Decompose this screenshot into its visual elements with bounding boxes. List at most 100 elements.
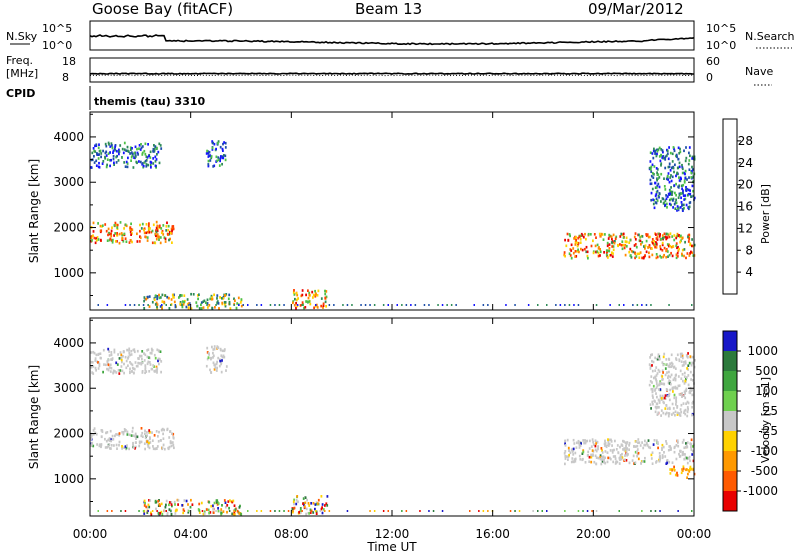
power-data-cell <box>579 238 582 241</box>
velocity-data-cell <box>671 364 673 368</box>
power-data-cell <box>223 301 226 304</box>
power-data-cell <box>143 149 146 153</box>
power-data-cell <box>215 160 218 163</box>
power-data-cell <box>128 241 131 244</box>
velocity-data-cell <box>663 382 666 386</box>
power-data-cell <box>307 289 309 292</box>
power-data-cell <box>607 237 610 240</box>
velocity-data-cell <box>168 445 171 449</box>
velocity-data-cell <box>151 439 154 442</box>
power-data-cell <box>537 304 539 306</box>
power-data-cell <box>200 303 202 307</box>
power-data-cell <box>599 250 602 254</box>
velocity-data-cell <box>643 443 646 447</box>
velocity-data-cell <box>591 454 594 457</box>
power-data-cell <box>113 161 115 165</box>
power-data-cell <box>91 239 93 242</box>
cpid-label: CPID <box>6 87 35 100</box>
velocity-data-cell <box>97 367 100 370</box>
power-data-cell <box>97 304 99 306</box>
power-data-cell <box>150 166 152 169</box>
power-data-cell <box>669 232 672 235</box>
power-data-cell <box>108 231 110 235</box>
velocity-data-cell <box>150 513 153 516</box>
velocity-data-cell <box>405 510 408 512</box>
power-data-cell <box>693 158 696 161</box>
velocity-data-cell <box>684 392 686 395</box>
velocity-data-cell <box>144 436 147 439</box>
power-data-cell <box>690 250 692 254</box>
power-data-cell <box>121 233 124 237</box>
power-data-cell <box>681 166 684 169</box>
power-colorbar-frame <box>722 118 738 295</box>
velocity-data-cell <box>198 502 201 506</box>
power-data-cell <box>222 156 225 160</box>
velocity-data-cell <box>616 460 619 464</box>
power-data-cell <box>172 295 175 299</box>
velocity-data-cell <box>130 362 133 366</box>
velocity-data-cell <box>149 437 151 441</box>
nave-trace <box>89 74 695 77</box>
power-data-cell <box>313 306 315 310</box>
power-data-cell <box>641 256 643 260</box>
velocity-data-cell <box>628 448 630 451</box>
power-data-cell <box>688 235 690 239</box>
power-data-cell <box>126 145 129 149</box>
time-tick-label: 12:00 <box>375 527 410 541</box>
velocity-data-cell <box>233 510 236 514</box>
power-data-cell <box>219 159 221 163</box>
velocity-data-cell <box>128 349 130 352</box>
power-data-cell <box>240 304 243 308</box>
velocity-data-cell <box>146 511 149 514</box>
power-data-cell <box>612 233 615 237</box>
velocity-data-cell <box>655 374 658 377</box>
power-data-cell <box>126 165 129 169</box>
velocity-data-cell <box>132 441 134 445</box>
power-data-cell <box>325 295 328 299</box>
velocity-data-cell <box>382 510 385 512</box>
power-data-cell <box>625 236 628 240</box>
power-data-cell <box>611 237 613 241</box>
velocity-data-cell <box>90 432 93 436</box>
power-data-cell <box>673 149 676 153</box>
velocity-data-cell <box>207 508 210 512</box>
power-data-cell <box>208 150 211 154</box>
power-data-cell <box>218 164 221 167</box>
power-data-cell <box>154 232 157 236</box>
power-data-cell <box>212 165 215 168</box>
velocity-data-cell <box>650 353 652 357</box>
velocity-data-cell <box>138 441 141 445</box>
velocity-data-cell <box>687 368 689 371</box>
power-data-cell <box>414 304 417 306</box>
velocity-data-cell <box>684 396 687 400</box>
velocity-data-cell <box>107 358 110 362</box>
power-data-cell <box>632 250 635 254</box>
velocity-data-cell <box>599 456 602 459</box>
power-data-cell <box>300 294 303 298</box>
power-data-cell <box>675 235 678 238</box>
power-data-cell <box>155 234 157 238</box>
power-data-cell <box>147 295 149 299</box>
velocity-data-cell <box>611 451 614 454</box>
power-data-cell <box>682 194 685 197</box>
velocity-data-cell <box>113 348 116 352</box>
power-data-cell <box>187 302 190 305</box>
power-data-cell <box>665 194 667 197</box>
velocity-data-cell <box>603 458 605 461</box>
velocity-data-cell <box>101 429 104 432</box>
velocity-data-cell <box>98 444 101 448</box>
power-data-cell <box>676 251 679 255</box>
velocity-data-cell <box>666 407 669 410</box>
velocity-data-cell <box>401 510 403 512</box>
velocity-data-cell <box>309 511 312 514</box>
velocity-data-cell <box>132 443 134 447</box>
velocity-data-cell <box>694 359 696 362</box>
power-data-cell <box>656 149 659 153</box>
power-data-cell <box>133 156 135 159</box>
velocity-data-cell <box>138 354 141 358</box>
velocity-data-cell <box>129 361 131 364</box>
velocity-colorbar-swatch <box>723 411 737 432</box>
velocity-data-cell <box>656 372 659 375</box>
velocity-data-cell <box>667 448 670 452</box>
